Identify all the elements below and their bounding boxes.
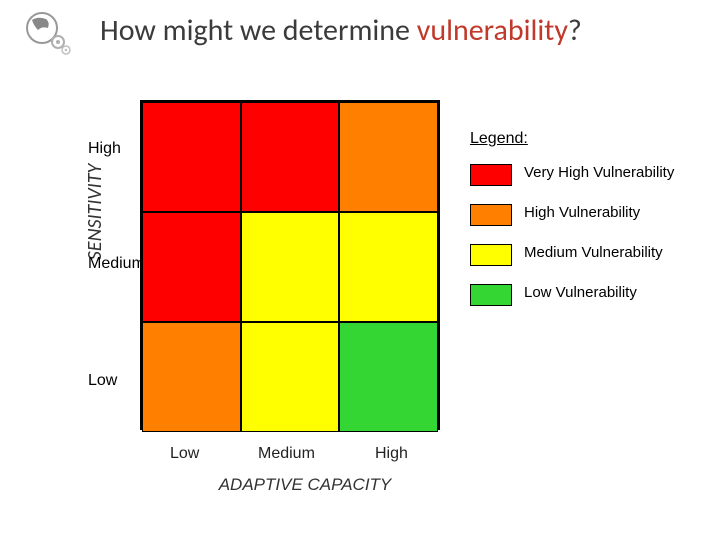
x-tick-high: High bbox=[375, 445, 408, 463]
matrix-cell bbox=[241, 102, 340, 212]
matrix-cell bbox=[339, 322, 438, 432]
y-tick-medium: Medium bbox=[88, 255, 145, 273]
matrix-row bbox=[142, 102, 438, 212]
matrix-cell bbox=[142, 102, 241, 212]
vulnerability-matrix bbox=[140, 100, 440, 430]
matrix-cell bbox=[241, 212, 340, 322]
legend-item: Very High Vulnerability bbox=[470, 164, 700, 186]
legend-label: Medium Vulnerability bbox=[524, 244, 663, 262]
legend-swatch bbox=[470, 204, 512, 226]
x-tick-low: Low bbox=[170, 445, 199, 463]
y-axis-title: SENSITIVITY bbox=[83, 152, 107, 272]
title-prefix: How might we determine bbox=[100, 12, 417, 49]
legend-title: Legend: bbox=[470, 130, 700, 148]
legend-label: Low Vulnerability bbox=[524, 284, 637, 302]
page-title: How might we determine vulnerability? bbox=[100, 12, 582, 49]
legend-item: High Vulnerability bbox=[470, 204, 700, 226]
legend-item: Medium Vulnerability bbox=[470, 244, 700, 266]
legend-swatch bbox=[470, 284, 512, 306]
legend: Legend: Very High Vulnerability High Vul… bbox=[470, 130, 700, 324]
y-tick-high: High bbox=[88, 140, 121, 158]
matrix-cell bbox=[142, 212, 241, 322]
y-tick-low: Low bbox=[88, 372, 117, 390]
legend-swatch bbox=[470, 244, 512, 266]
legend-item: Low Vulnerability bbox=[470, 284, 700, 306]
matrix-cell bbox=[339, 212, 438, 322]
legend-label: High Vulnerability bbox=[524, 204, 640, 222]
matrix-row bbox=[142, 212, 438, 322]
legend-swatch bbox=[470, 164, 512, 186]
matrix-row bbox=[142, 322, 438, 432]
x-tick-medium: Medium bbox=[258, 445, 315, 463]
title-suffix: ? bbox=[568, 12, 582, 49]
globe-gears-icon bbox=[20, 10, 75, 55]
title-highlight: vulnerability bbox=[417, 12, 568, 49]
x-axis-title: ADAPTIVE CAPACITY bbox=[205, 475, 405, 495]
matrix-cell bbox=[339, 102, 438, 212]
matrix-cell bbox=[142, 322, 241, 432]
matrix-cell bbox=[241, 322, 340, 432]
legend-label: Very High Vulnerability bbox=[524, 164, 674, 182]
